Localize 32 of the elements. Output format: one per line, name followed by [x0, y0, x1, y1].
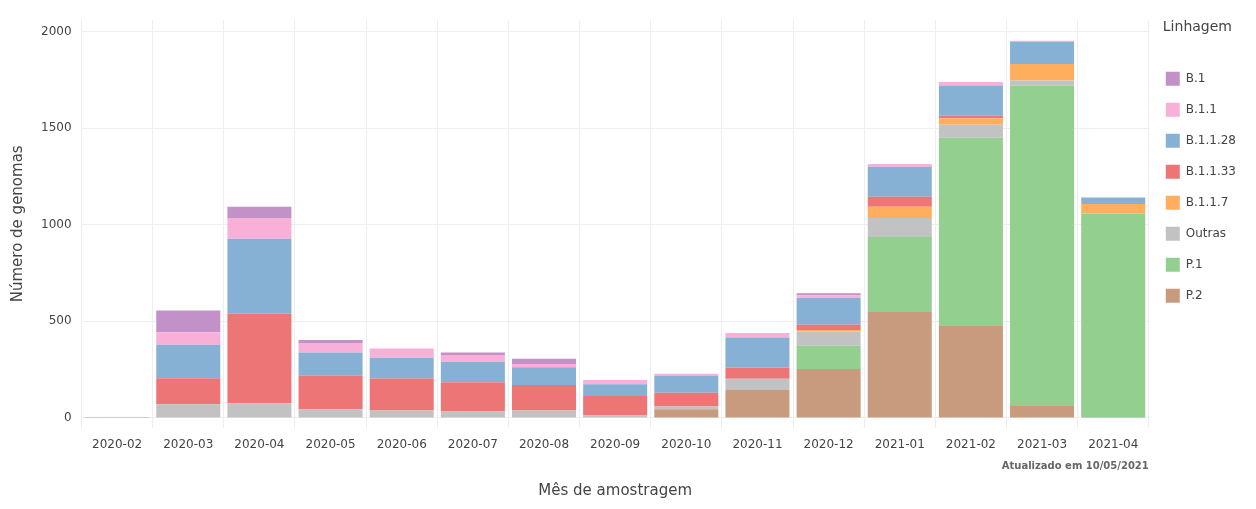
- x-tick-label: 2020-08: [518, 436, 570, 451]
- legend-title: Linhagem: [1162, 17, 1232, 34]
- text: Atualizado em 10/05/2021: [1001, 460, 1149, 472]
- y-axis-title: Número de genomas: [7, 145, 26, 303]
- legend-label: B.1.1.33: [1185, 163, 1236, 178]
- y-tick-label: 0: [63, 410, 72, 425]
- x-tick-label: 2020-05: [305, 436, 356, 451]
- y-tick-label: 1500: [40, 120, 72, 135]
- x-tick-label: 2020-03: [163, 436, 214, 451]
- x-tick-label: 2020-07: [447, 436, 498, 451]
- x-tick-label: 2020-02: [92, 436, 143, 451]
- x-axis-title: Mês de amostragem: [538, 480, 692, 499]
- legend-label: B.1: [1185, 70, 1206, 85]
- x-tick-label: 2020-12: [803, 436, 854, 451]
- x-tick-label: 2020-04: [234, 436, 285, 451]
- x-tick-label: 2021-02: [945, 436, 996, 451]
- x-tick-label: 2021-03: [1016, 436, 1068, 451]
- legend-label: B.1.1.28: [1185, 132, 1236, 147]
- y-tick-label: 2000: [40, 23, 72, 38]
- x-tick-label: 2021-04: [1088, 436, 1139, 451]
- legend-label: P.1: [1185, 256, 1203, 271]
- x-tick-label: 2021-01: [874, 436, 925, 451]
- x-tick-label: 2020-06: [376, 436, 427, 451]
- legend-label: P.2: [1185, 287, 1203, 302]
- legend-label: B.1.1.7: [1185, 194, 1229, 209]
- legend-label: B.1.1: [1185, 101, 1217, 116]
- legend-label: Outras: [1185, 225, 1227, 240]
- x-tick-label: 2020-09: [590, 436, 641, 451]
- x-tick-label: 2020-11: [732, 436, 783, 451]
- y-tick-label: 1000: [40, 216, 72, 231]
- x-tick-label: 2020-10: [661, 436, 712, 451]
- y-tick-label: 500: [48, 313, 72, 328]
